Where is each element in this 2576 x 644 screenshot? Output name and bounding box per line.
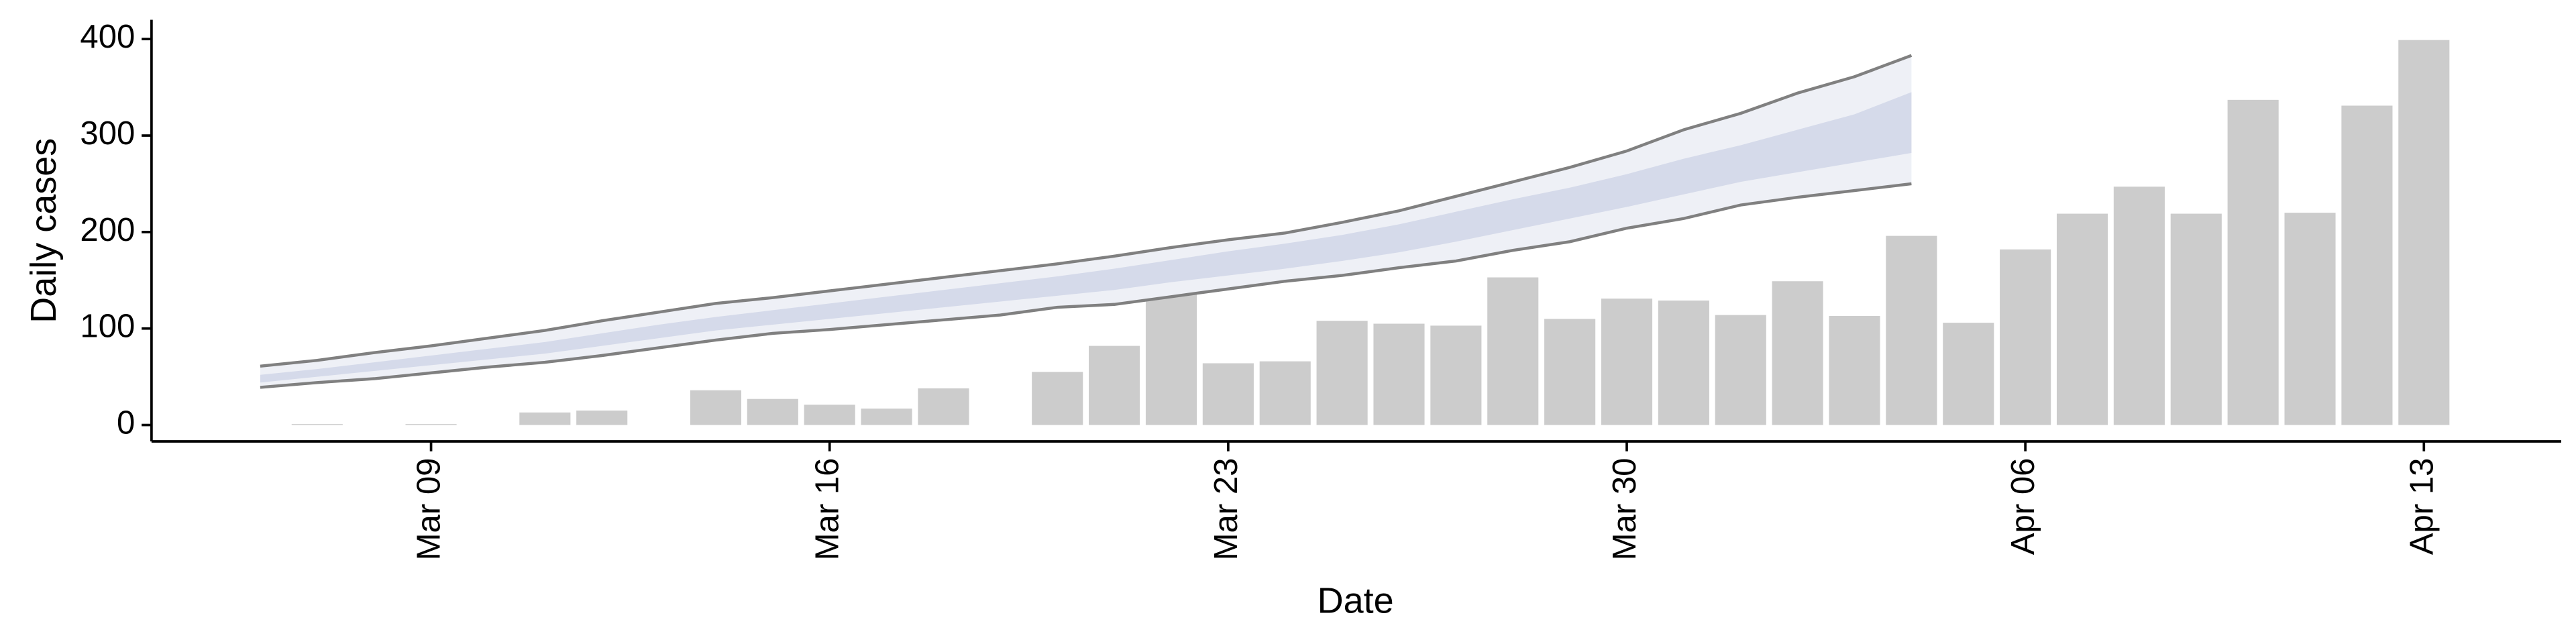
bar <box>1259 361 1311 425</box>
bar <box>690 390 742 425</box>
forecast-bound <box>260 182 1912 389</box>
bar <box>747 398 798 425</box>
bar <box>2398 40 2450 425</box>
bar <box>405 424 457 425</box>
y-axis-label: Daily cases <box>23 138 64 323</box>
forecast-bound <box>260 54 1913 368</box>
bar <box>576 410 628 425</box>
bar <box>2170 213 2222 425</box>
bar <box>519 412 571 425</box>
bar <box>804 405 855 425</box>
bar <box>1715 315 1766 425</box>
y-tick-label: 200 <box>80 212 135 248</box>
bar <box>1316 321 1368 425</box>
bar <box>1373 323 1425 425</box>
bar <box>1032 372 1083 425</box>
bar <box>1430 325 1482 425</box>
bar <box>1601 299 1653 425</box>
bar <box>1772 281 1823 425</box>
bar <box>2227 99 2279 425</box>
bar <box>2113 186 2165 425</box>
bar <box>1089 345 1140 425</box>
bar <box>861 409 912 425</box>
bar <box>1886 235 1937 425</box>
x-tick-label: Mar 09 <box>411 458 447 561</box>
bar <box>1202 363 1254 425</box>
y-tick-label: 0 <box>117 405 135 441</box>
x-tick-label: Mar 16 <box>810 458 846 561</box>
y-tick-label: 300 <box>80 115 135 152</box>
bar <box>291 424 343 425</box>
bar <box>1943 323 1994 425</box>
bar <box>2284 213 2336 425</box>
bar <box>1145 288 1197 425</box>
bar <box>2056 213 2108 425</box>
x-tick-label: Apr 06 <box>2005 458 2041 555</box>
y-tick-label: 100 <box>80 309 135 345</box>
bar <box>1658 301 1709 425</box>
bar <box>1544 319 1596 425</box>
forecast-band <box>260 55 1912 388</box>
x-tick-label: Mar 23 <box>1208 458 1244 561</box>
y-tick-label: 400 <box>80 19 135 55</box>
bar <box>2341 105 2393 425</box>
bar <box>918 388 969 425</box>
x-tick-label: Apr 13 <box>2404 458 2440 555</box>
bar <box>1487 277 1539 425</box>
x-tick-label: Mar 30 <box>1607 458 1643 561</box>
bar <box>2000 249 2051 425</box>
x-axis-label: Date <box>1318 580 1394 621</box>
bar <box>1829 316 1880 425</box>
